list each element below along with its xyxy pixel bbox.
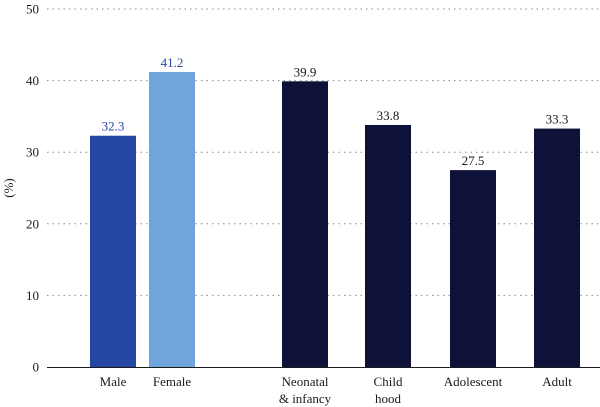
y-tick-label-40: 40 <box>26 73 39 88</box>
y-tick-label-0: 0 <box>33 360 40 375</box>
category-label-child-hood: Child hood <box>374 374 403 406</box>
bar-adult <box>534 128 580 367</box>
y-tick-label-20: 20 <box>26 216 39 231</box>
bar-female <box>149 72 195 368</box>
data-labels: 32.3 41.2 39.9 33.8 27.5 33.3 <box>102 55 569 168</box>
category-label-neonatal-infancy: Neonatal & infancy <box>279 374 332 406</box>
y-tick-label-50: 50 <box>26 2 39 17</box>
category-label-female: Female <box>153 374 191 389</box>
y-tick-label-30: 30 <box>26 145 39 160</box>
category-label-adult: Adult <box>542 374 572 389</box>
data-label-child-hood: 33.8 <box>377 108 400 123</box>
data-label-adult: 33.3 <box>546 112 569 127</box>
category-label-adolescent: Adolescent <box>444 374 503 389</box>
data-label-male: 32.3 <box>102 119 125 134</box>
y-tick-label-10: 10 <box>26 288 39 303</box>
bar-adolescent <box>450 170 496 367</box>
bar-neonatal-infancy <box>282 81 328 367</box>
y-axis-label: (%) <box>1 178 16 198</box>
data-label-female: 41.2 <box>161 55 184 70</box>
category-label-male: Male <box>100 374 127 389</box>
y-axis-ticks: 0 10 20 30 40 50 <box>26 2 39 375</box>
bar-male <box>90 135 136 367</box>
bar-child-hood <box>365 124 411 367</box>
bars <box>90 72 580 368</box>
category-labels: Male Female Neonatal & infancy Child hood Adol… <box>100 374 573 406</box>
data-label-neonatal-infancy: 39.9 <box>294 64 317 79</box>
data-label-adolescent: 27.5 <box>462 153 485 168</box>
